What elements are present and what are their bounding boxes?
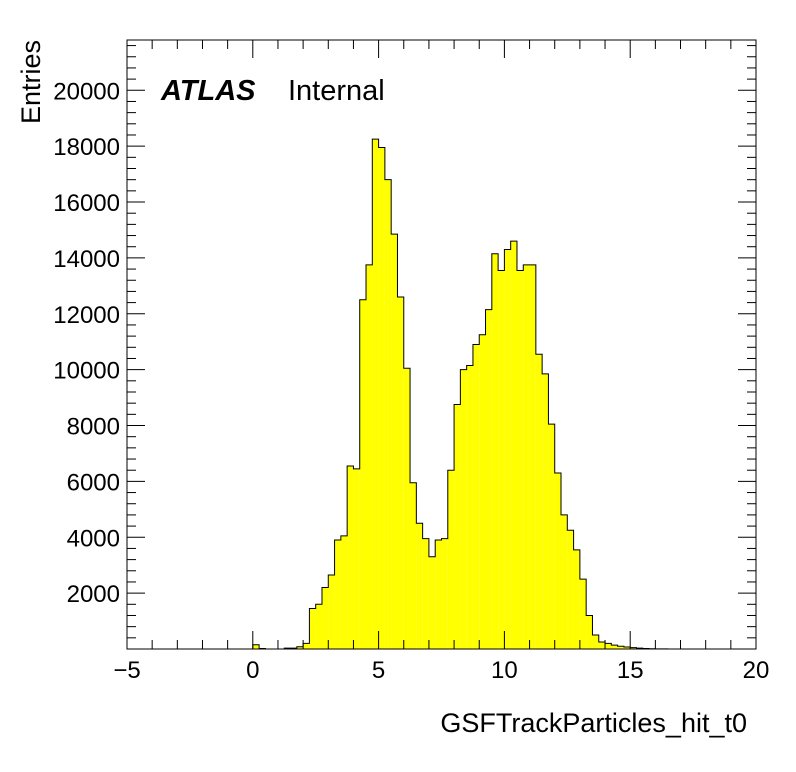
histogram-bar bbox=[472, 344, 480, 649]
histogram-bar bbox=[466, 365, 473, 649]
histogram-bar bbox=[623, 647, 631, 649]
histogram-bar bbox=[504, 249, 511, 649]
histogram-bar bbox=[353, 468, 360, 649]
y-tick-label: 14000 bbox=[53, 246, 120, 273]
histogram-bar bbox=[321, 587, 329, 649]
histogram-bar bbox=[340, 535, 348, 649]
histogram-bar bbox=[296, 646, 304, 649]
histogram-bars bbox=[252, 138, 682, 650]
histogram-bar bbox=[372, 139, 379, 650]
histogram-bar bbox=[605, 643, 612, 649]
y-tick-label: 2000 bbox=[67, 581, 120, 608]
histogram-bar bbox=[410, 482, 417, 649]
y-tick-label: 20000 bbox=[53, 78, 120, 105]
histogram-bar bbox=[397, 297, 404, 649]
histogram-bar bbox=[479, 334, 486, 649]
histogram-outline bbox=[252, 138, 682, 650]
histogram-bar bbox=[498, 270, 505, 649]
histogram-bar bbox=[567, 530, 574, 649]
histogram-bar bbox=[485, 309, 492, 649]
histogram-bar bbox=[491, 253, 499, 649]
histogram-bar bbox=[303, 643, 310, 649]
y-tick-label: 10000 bbox=[53, 358, 120, 385]
histogram-bar bbox=[611, 645, 618, 649]
x-tick-label: 10 bbox=[491, 657, 518, 684]
histogram-bar bbox=[328, 574, 335, 649]
y-tick-label: 8000 bbox=[67, 414, 120, 441]
histogram-bar bbox=[554, 473, 562, 649]
histogram-bar bbox=[447, 470, 455, 649]
x-axis-title: GSFTrackParticles_hit_t0 bbox=[440, 708, 747, 738]
histogram-bar bbox=[535, 354, 543, 649]
histogram-bar bbox=[598, 642, 606, 649]
y-tick-label: 12000 bbox=[53, 302, 120, 329]
histogram-bar bbox=[529, 264, 536, 649]
x-axis-ticks: −5 0 5 10 15 20 bbox=[113, 40, 769, 684]
histogram-bar bbox=[617, 646, 624, 649]
y-axis-ticks: 2000 4000 6000 8000 10000 12000 14000 16000 1800… bbox=[53, 45, 756, 650]
histogram-bar bbox=[378, 147, 385, 650]
histogram-bar bbox=[252, 644, 260, 649]
x-tick-label: −5 bbox=[113, 657, 140, 684]
y-axis-title: Entries bbox=[16, 40, 46, 124]
histogram-bar bbox=[359, 299, 367, 649]
histogram-bar bbox=[366, 264, 373, 649]
x-tick-label: 5 bbox=[372, 657, 385, 684]
histogram-bar bbox=[384, 179, 392, 649]
histogram-bar bbox=[428, 556, 436, 649]
histogram-bar bbox=[347, 466, 354, 649]
histogram-bar bbox=[523, 264, 530, 649]
histogram-bar bbox=[510, 241, 517, 649]
histogram-bar bbox=[441, 538, 448, 649]
histogram-bar bbox=[460, 369, 467, 649]
histogram-bar bbox=[586, 615, 593, 649]
x-tick-label: 20 bbox=[743, 657, 770, 684]
histogram-bar bbox=[422, 538, 429, 649]
histogram-bar bbox=[403, 368, 411, 649]
y-tick-label: 16000 bbox=[53, 190, 120, 217]
histogram-bar bbox=[315, 604, 322, 649]
internal-label: Internal bbox=[288, 75, 385, 107]
x-tick-label: 15 bbox=[617, 657, 644, 684]
histogram-bar bbox=[516, 270, 524, 649]
histogram-bar bbox=[630, 647, 637, 649]
histogram-bar bbox=[454, 404, 461, 649]
histogram-bar bbox=[579, 579, 587, 649]
histogram-bar bbox=[592, 635, 599, 649]
histogram-bar bbox=[548, 424, 555, 649]
y-tick-label: 4000 bbox=[67, 525, 120, 552]
histogram-bar bbox=[416, 523, 423, 649]
histogram-bar bbox=[309, 608, 316, 649]
y-tick-label: 18000 bbox=[53, 134, 120, 161]
y-tick-label: 6000 bbox=[67, 469, 120, 496]
histogram-bar bbox=[391, 234, 398, 649]
x-tick-label: 0 bbox=[246, 657, 259, 684]
histogram-bar bbox=[435, 540, 442, 649]
histogram-bar bbox=[334, 540, 341, 649]
plot-frame bbox=[126, 39, 757, 650]
histogram-bar bbox=[573, 549, 580, 649]
atlas-label: ATLAS bbox=[160, 75, 256, 107]
histogram-bar bbox=[542, 373, 549, 649]
histogram-bar bbox=[561, 514, 568, 649]
